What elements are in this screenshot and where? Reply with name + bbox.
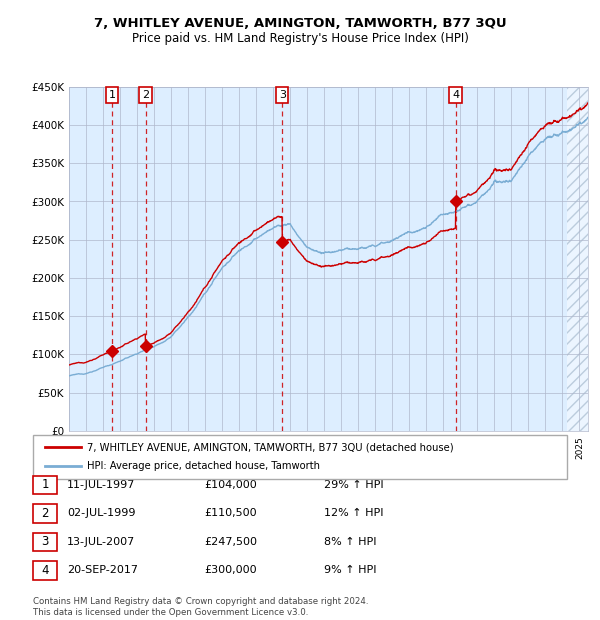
- Text: £104,000: £104,000: [204, 480, 257, 490]
- Text: 3: 3: [279, 91, 286, 100]
- Text: £110,500: £110,500: [204, 508, 257, 518]
- Text: Contains HM Land Registry data © Crown copyright and database right 2024.
This d: Contains HM Land Registry data © Crown c…: [33, 598, 368, 617]
- Text: 1: 1: [41, 479, 49, 491]
- Text: Price paid vs. HM Land Registry's House Price Index (HPI): Price paid vs. HM Land Registry's House …: [131, 32, 469, 45]
- Text: 13-JUL-2007: 13-JUL-2007: [67, 537, 136, 547]
- Text: 1: 1: [109, 91, 116, 100]
- Text: 12% ↑ HPI: 12% ↑ HPI: [324, 508, 383, 518]
- Text: 9% ↑ HPI: 9% ↑ HPI: [324, 565, 377, 575]
- Text: 11-JUL-1997: 11-JUL-1997: [67, 480, 136, 490]
- Text: 7, WHITLEY AVENUE, AMINGTON, TAMWORTH, B77 3QU: 7, WHITLEY AVENUE, AMINGTON, TAMWORTH, B…: [94, 17, 506, 30]
- Text: 20-SEP-2017: 20-SEP-2017: [67, 565, 138, 575]
- Text: 3: 3: [41, 536, 49, 548]
- Text: 29% ↑ HPI: 29% ↑ HPI: [324, 480, 383, 490]
- Text: 4: 4: [41, 564, 49, 577]
- Text: 02-JUL-1999: 02-JUL-1999: [67, 508, 136, 518]
- Text: 4: 4: [452, 91, 459, 100]
- Text: £247,500: £247,500: [204, 537, 257, 547]
- Text: £300,000: £300,000: [204, 565, 257, 575]
- Text: 2: 2: [41, 507, 49, 520]
- Text: 8% ↑ HPI: 8% ↑ HPI: [324, 537, 377, 547]
- Text: HPI: Average price, detached house, Tamworth: HPI: Average price, detached house, Tamw…: [87, 461, 320, 471]
- Text: 2: 2: [142, 91, 149, 100]
- Text: 7, WHITLEY AVENUE, AMINGTON, TAMWORTH, B77 3QU (detached house): 7, WHITLEY AVENUE, AMINGTON, TAMWORTH, B…: [87, 443, 454, 453]
